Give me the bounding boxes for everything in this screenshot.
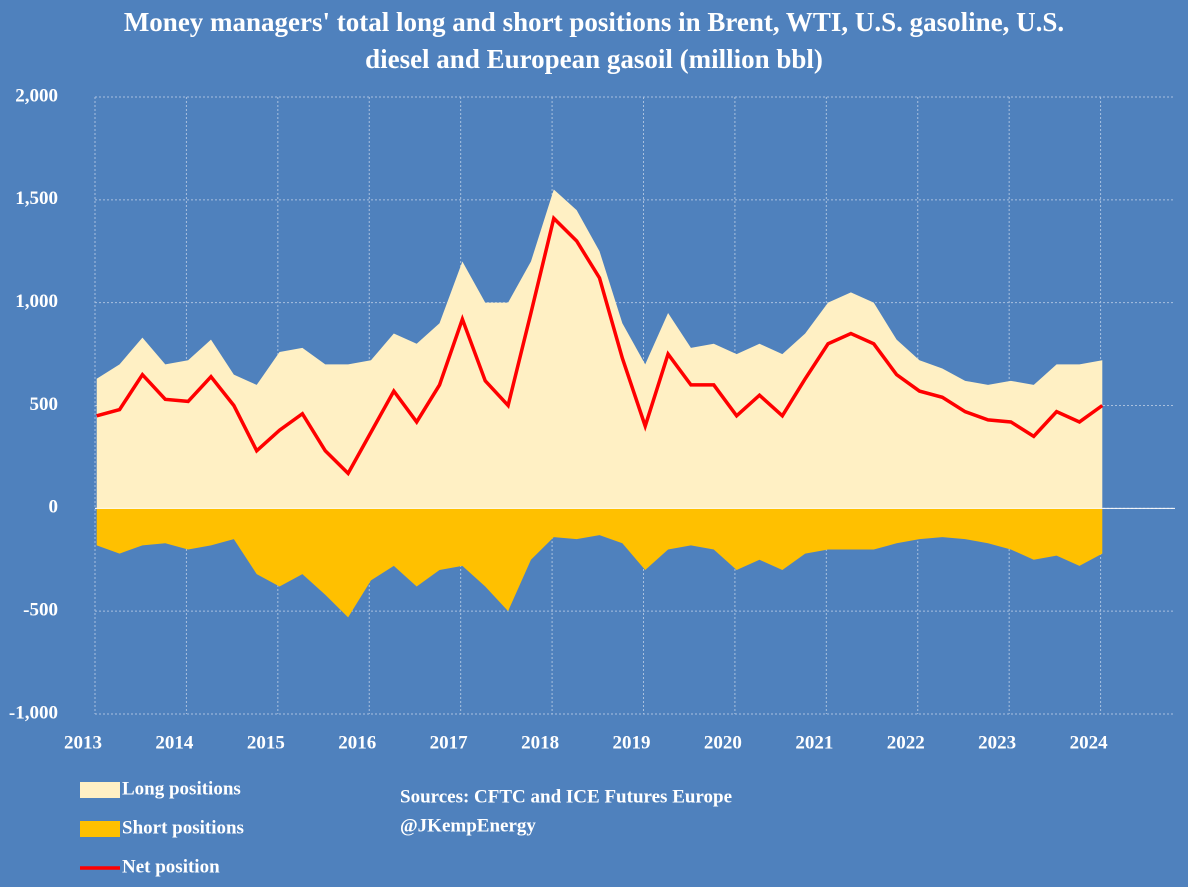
- x-tick-label: 2019: [613, 732, 651, 753]
- legend-label: Short positions: [122, 817, 244, 838]
- x-tick-label: 2015: [247, 732, 285, 753]
- x-tick-label: 2017: [430, 732, 469, 753]
- x-tick-label: 2020: [704, 732, 742, 753]
- x-tick-label: 2023: [978, 732, 1016, 753]
- y-tick-label: -500: [23, 600, 58, 621]
- annotation: @JKempEnergy: [400, 815, 536, 836]
- x-tick-label: 2016: [338, 732, 376, 753]
- x-tick-label: 2024: [1070, 732, 1109, 753]
- y-tick-label: 1,500: [15, 188, 58, 209]
- x-tick-label: 2018: [521, 732, 559, 753]
- legend-label: Long positions: [122, 778, 241, 799]
- x-tick-label: 2013: [64, 732, 102, 753]
- legend-label: Net position: [122, 856, 220, 877]
- y-tick-label: 1,000: [15, 291, 58, 312]
- y-tick-label: 500: [30, 394, 59, 415]
- area: [96, 508, 1103, 618]
- area: [96, 189, 1103, 509]
- y-tick-label: 0: [49, 497, 59, 518]
- x-tick-label: 2022: [887, 732, 925, 753]
- chart-title: Money managers' total long and short pos…: [123, 7, 1065, 74]
- y-tick-label: 2,000: [15, 85, 58, 106]
- y-tick-label: -1,000: [9, 702, 58, 723]
- annotation: Sources: CFTC and ICE Futures Europe: [400, 786, 732, 807]
- legend-swatch: [80, 782, 120, 798]
- x-tick-label: 2014: [155, 732, 194, 753]
- x-tick-label: 2021: [795, 732, 833, 753]
- line: [96, 214, 1104, 477]
- legend-swatch: [80, 821, 120, 837]
